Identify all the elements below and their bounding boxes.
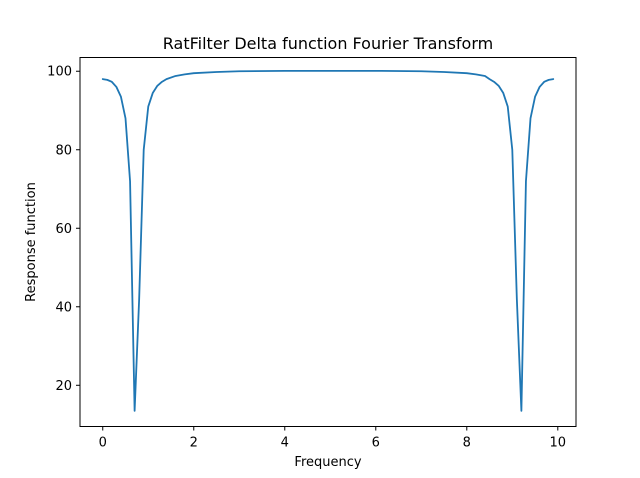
axes-frame <box>79 57 577 427</box>
y-axis-label: Response function <box>24 182 39 302</box>
x-tick-label: 2 <box>190 436 198 451</box>
x-tick-label: 6 <box>372 436 380 451</box>
x-tick-label: 10 <box>550 436 567 451</box>
x-tick-label: 0 <box>99 436 107 451</box>
y-tick-label: 40 <box>55 300 72 315</box>
x-axis: 0 2 4 6 8 10 <box>99 426 567 451</box>
y-tick-label: 100 <box>47 65 72 80</box>
x-tick-label: 8 <box>463 436 471 451</box>
series-line-0 <box>101 69 555 412</box>
x-tick-label: 4 <box>281 436 289 451</box>
y-axis: 20 40 60 80 100 <box>47 65 80 394</box>
series-layer <box>101 69 555 412</box>
x-axis-label: Frequency <box>294 455 361 470</box>
plot-area: 0 2 4 6 8 10 20 40 60 80 100 <box>47 57 577 451</box>
y-tick-label: 80 <box>55 143 72 158</box>
y-tick-label: 60 <box>55 222 72 237</box>
chart-title: RatFilter Delta function Fourier Transfo… <box>163 34 493 53</box>
y-tick-label: 20 <box>55 379 72 394</box>
